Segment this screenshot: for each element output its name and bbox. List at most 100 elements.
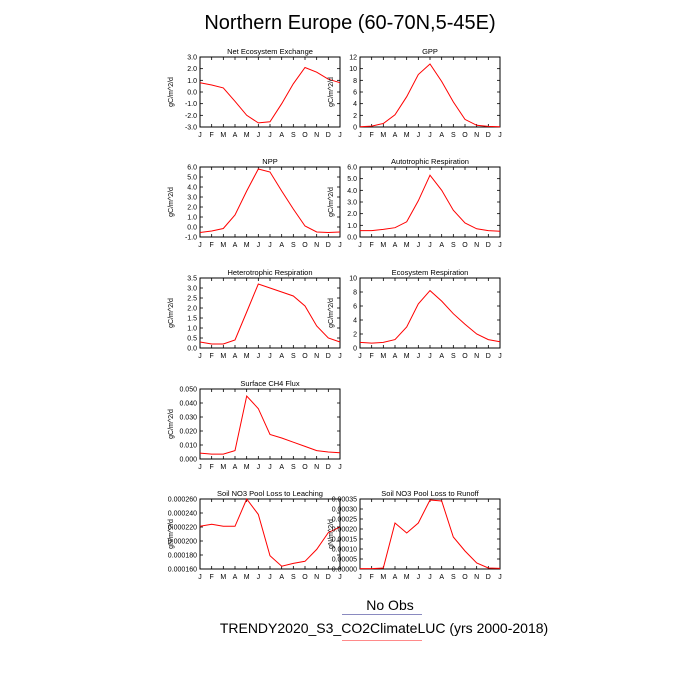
x-tick-label: D <box>486 574 491 581</box>
series-line <box>199 498 341 567</box>
y-tick-label: 0.00015 <box>332 537 357 544</box>
data-point <box>258 408 259 409</box>
y-tick-label: 0.050 <box>179 387 197 394</box>
x-tick-label: M <box>220 242 226 249</box>
data-point <box>269 121 270 122</box>
x-tick-label: A <box>233 574 238 581</box>
x-tick-label: O <box>462 132 468 139</box>
x-tick-label: N <box>474 574 479 581</box>
data-point <box>211 343 212 344</box>
x-tick-label: J <box>268 353 272 360</box>
y-tick-label: 0.000180 <box>168 553 197 560</box>
x-tick-label: F <box>210 353 214 360</box>
data-point <box>293 442 294 443</box>
y-tick-label: 0.00005 <box>332 557 357 564</box>
data-point <box>383 567 384 568</box>
data-point <box>304 67 305 68</box>
x-tick-label: A <box>393 353 398 360</box>
x-tick-label: S <box>451 242 456 249</box>
chart-title: Soil NO3 Pool Loss to Leaching <box>217 489 323 498</box>
y-tick-label: 0.0 <box>187 90 197 97</box>
data-point <box>328 232 329 233</box>
data-point <box>269 434 270 435</box>
chart-title: Ecosystem Respiration <box>392 268 469 277</box>
data-point <box>281 437 282 438</box>
y-tick-label: 4 <box>353 318 357 325</box>
y-axis-label: gC/m^2/d <box>168 298 175 328</box>
data-point <box>258 283 259 284</box>
y-tick-label: 0.00020 <box>332 527 357 534</box>
y-tick-label: 10 <box>349 276 357 283</box>
y-axis-label: gC/m^2/d <box>168 77 175 107</box>
x-tick-label: S <box>291 574 296 581</box>
data-point <box>339 452 340 453</box>
y-tick-label: 1.0 <box>187 326 197 333</box>
data-point <box>499 231 500 232</box>
x-tick-label: N <box>314 353 319 360</box>
data-point <box>304 225 305 226</box>
y-axis-label: gN/m^2/d <box>168 519 175 549</box>
y-tick-label: 2 <box>353 332 357 339</box>
data-point <box>304 561 305 562</box>
data-point <box>211 84 212 85</box>
data-point <box>394 522 395 523</box>
x-tick-label: D <box>326 132 331 139</box>
x-tick-label: J <box>338 132 342 139</box>
y-tick-label: 4.0 <box>347 188 357 195</box>
y-axis-label: gN/m^2/d <box>328 519 335 549</box>
y-tick-label: 0.040 <box>179 401 197 408</box>
x-tick-label: S <box>451 574 456 581</box>
y-tick-label: 3.0 <box>187 195 197 202</box>
x-tick-label: A <box>233 242 238 249</box>
data-point <box>418 303 419 304</box>
data-point <box>499 126 500 127</box>
y-tick-label: 3.0 <box>187 286 197 293</box>
y-tick-label: 2.5 <box>187 296 197 303</box>
data-point <box>328 451 329 452</box>
y-tick-label: 0.000200 <box>168 539 197 546</box>
data-point <box>199 232 200 233</box>
data-point <box>293 563 294 564</box>
x-tick-label: J <box>417 132 421 139</box>
x-tick-label: A <box>233 353 238 360</box>
x-tick-label: A <box>279 353 284 360</box>
data-point <box>304 446 305 447</box>
y-tick-label: 0 <box>353 346 357 353</box>
data-point <box>464 324 465 325</box>
data-point <box>499 568 500 569</box>
data-point <box>359 126 360 127</box>
y-tick-label: 3.5 <box>187 276 197 283</box>
x-tick-label: N <box>474 132 479 139</box>
data-point <box>304 305 305 306</box>
data-point <box>199 453 200 454</box>
chart-panel-9: Soil NO3 Pool Loss to RunoffgN/m^2/d0.00… <box>328 489 502 581</box>
x-tick-label: J <box>358 242 362 249</box>
x-tick-label: J <box>498 353 502 360</box>
y-tick-label: 3.0 <box>347 200 357 207</box>
x-tick-label: M <box>380 353 386 360</box>
x-tick-label: F <box>370 242 374 249</box>
data-point <box>488 339 489 340</box>
x-tick-label: M <box>220 464 226 471</box>
x-tick-label: M <box>244 574 250 581</box>
x-tick-label: J <box>268 242 272 249</box>
y-tick-label: 0.0 <box>347 235 357 242</box>
data-point <box>223 228 224 229</box>
x-tick-label: J <box>428 132 432 139</box>
y-tick-label: -2.0 <box>185 113 197 120</box>
y-tick-label: 0.000220 <box>168 525 197 532</box>
y-tick-label: 0.000260 <box>168 497 197 504</box>
data-point <box>339 231 340 232</box>
y-tick-label: 2.0 <box>187 306 197 313</box>
data-point <box>246 395 247 396</box>
data-point <box>258 168 259 169</box>
data-point <box>418 522 419 523</box>
data-point <box>383 229 384 230</box>
x-tick-label: D <box>326 464 331 471</box>
data-point <box>441 500 442 501</box>
x-tick-label: A <box>439 132 444 139</box>
